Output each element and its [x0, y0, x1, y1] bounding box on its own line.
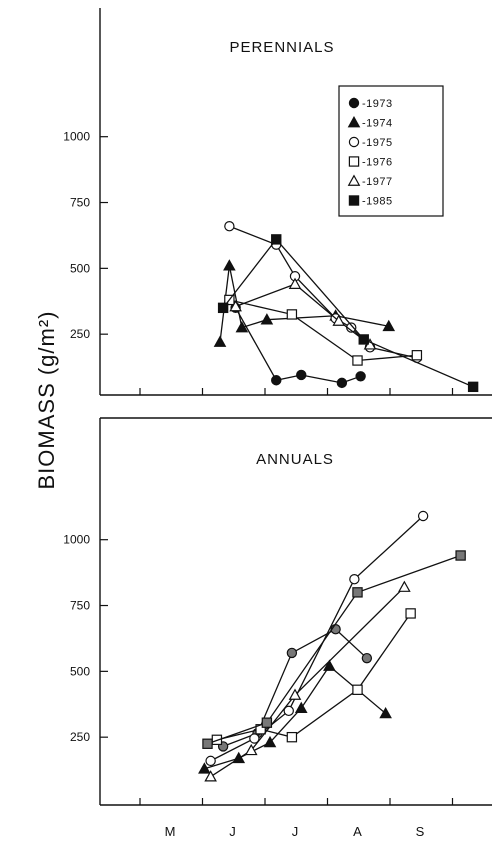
series-line: [204, 665, 387, 770]
series-line: [210, 586, 405, 778]
data-point: [382, 319, 396, 332]
data-point: [271, 375, 282, 386]
data-point: [332, 314, 346, 326]
legend-label: -1974: [362, 118, 393, 130]
series-line: [229, 299, 417, 362]
legend-label: -1977: [362, 176, 393, 188]
legend-box: [338, 85, 444, 217]
legend-marker: [348, 97, 360, 109]
annuals-panel: ANNUALS: [99, 417, 492, 806]
data-point: [361, 652, 373, 664]
data-point: [263, 735, 277, 748]
legend-marker: [347, 174, 361, 186]
series-1973: [230, 302, 366, 389]
data-point: [398, 580, 411, 592]
legend-marker: [348, 136, 360, 148]
data-point: [198, 762, 211, 774]
data-point: [358, 334, 369, 345]
data-point: [288, 688, 302, 700]
data-point: [229, 300, 242, 312]
data-point: [352, 355, 363, 366]
data-point: [379, 706, 392, 719]
x-tick-label: A: [353, 824, 362, 839]
data-point: [323, 659, 336, 671]
data-point: [411, 350, 423, 361]
perennials-title: PERENNIALS: [229, 39, 334, 56]
data-point: [217, 302, 229, 314]
data-point: [296, 369, 307, 381]
annuals-title: ANNUALS: [256, 451, 334, 468]
series-1974: [198, 659, 392, 774]
legend-label: -1985: [362, 196, 393, 208]
legend-label: -1975: [362, 137, 393, 149]
data-point: [286, 647, 298, 659]
x-tick-label: M: [165, 824, 176, 839]
legend-marker: [348, 156, 360, 167]
legend-label: -1973: [362, 98, 393, 110]
data-point: [224, 221, 235, 232]
data-point: [417, 510, 429, 522]
legend-marker: [348, 195, 360, 206]
legend: -1973 -1974 -1975 -1976 -1977 -1985: [338, 85, 444, 217]
data-point: [213, 335, 227, 347]
data-point: [294, 701, 308, 714]
y-tick-label: 750: [70, 196, 90, 210]
data-point: [235, 321, 249, 333]
y-tick-label: 1000: [63, 533, 90, 547]
data-point: [286, 731, 298, 743]
y-tick-label: 1000: [63, 130, 90, 144]
data-point: [271, 234, 282, 245]
data-point: [355, 371, 366, 382]
x-tick-label: J: [229, 824, 236, 839]
series-1977: [229, 277, 377, 350]
perennials-panel: PERENNIALS: [99, 8, 492, 396]
series-line: [207, 554, 461, 745]
perennials-plot: 250 500 750 1000: [63, 130, 479, 395]
data-point: [352, 684, 363, 695]
y-tick-label: 750: [70, 599, 90, 613]
data-point: [205, 755, 216, 767]
series-1975: [205, 510, 429, 767]
data-point: [244, 743, 258, 756]
data-point: [349, 573, 360, 585]
data-point: [455, 550, 466, 561]
y-tick-label: 500: [70, 261, 90, 275]
data-point: [352, 587, 363, 598]
series-line: [210, 515, 424, 762]
y-tick-label: 500: [70, 664, 90, 678]
data-point: [336, 377, 348, 389]
legend-marker: [347, 115, 361, 128]
series-1985: [217, 234, 479, 393]
y-tick-label: 250: [70, 327, 90, 341]
data-point: [288, 277, 302, 289]
legend-label: -1976: [362, 157, 393, 169]
series-1985: [202, 550, 466, 749]
series-1977: [204, 580, 411, 782]
data-point: [202, 738, 213, 749]
annuals-plot: 250 500 750 1000 M J J A S: [63, 510, 466, 839]
data-point: [249, 733, 260, 744]
x-tick-label: S: [416, 824, 425, 839]
x-tick-label: J: [292, 824, 299, 839]
data-point: [223, 259, 236, 271]
y-axis-label: BIOMASS (g/m²): [34, 310, 59, 489]
data-point: [204, 770, 217, 782]
data-point: [467, 381, 479, 393]
data-point: [286, 309, 298, 320]
data-point: [283, 705, 294, 717]
data-point: [405, 608, 416, 619]
series-line: [222, 628, 368, 747]
data-point: [261, 717, 273, 728]
data-point: [260, 313, 274, 325]
series-line: [222, 238, 474, 388]
y-tick-label: 250: [70, 730, 90, 744]
series-line: [235, 283, 371, 346]
